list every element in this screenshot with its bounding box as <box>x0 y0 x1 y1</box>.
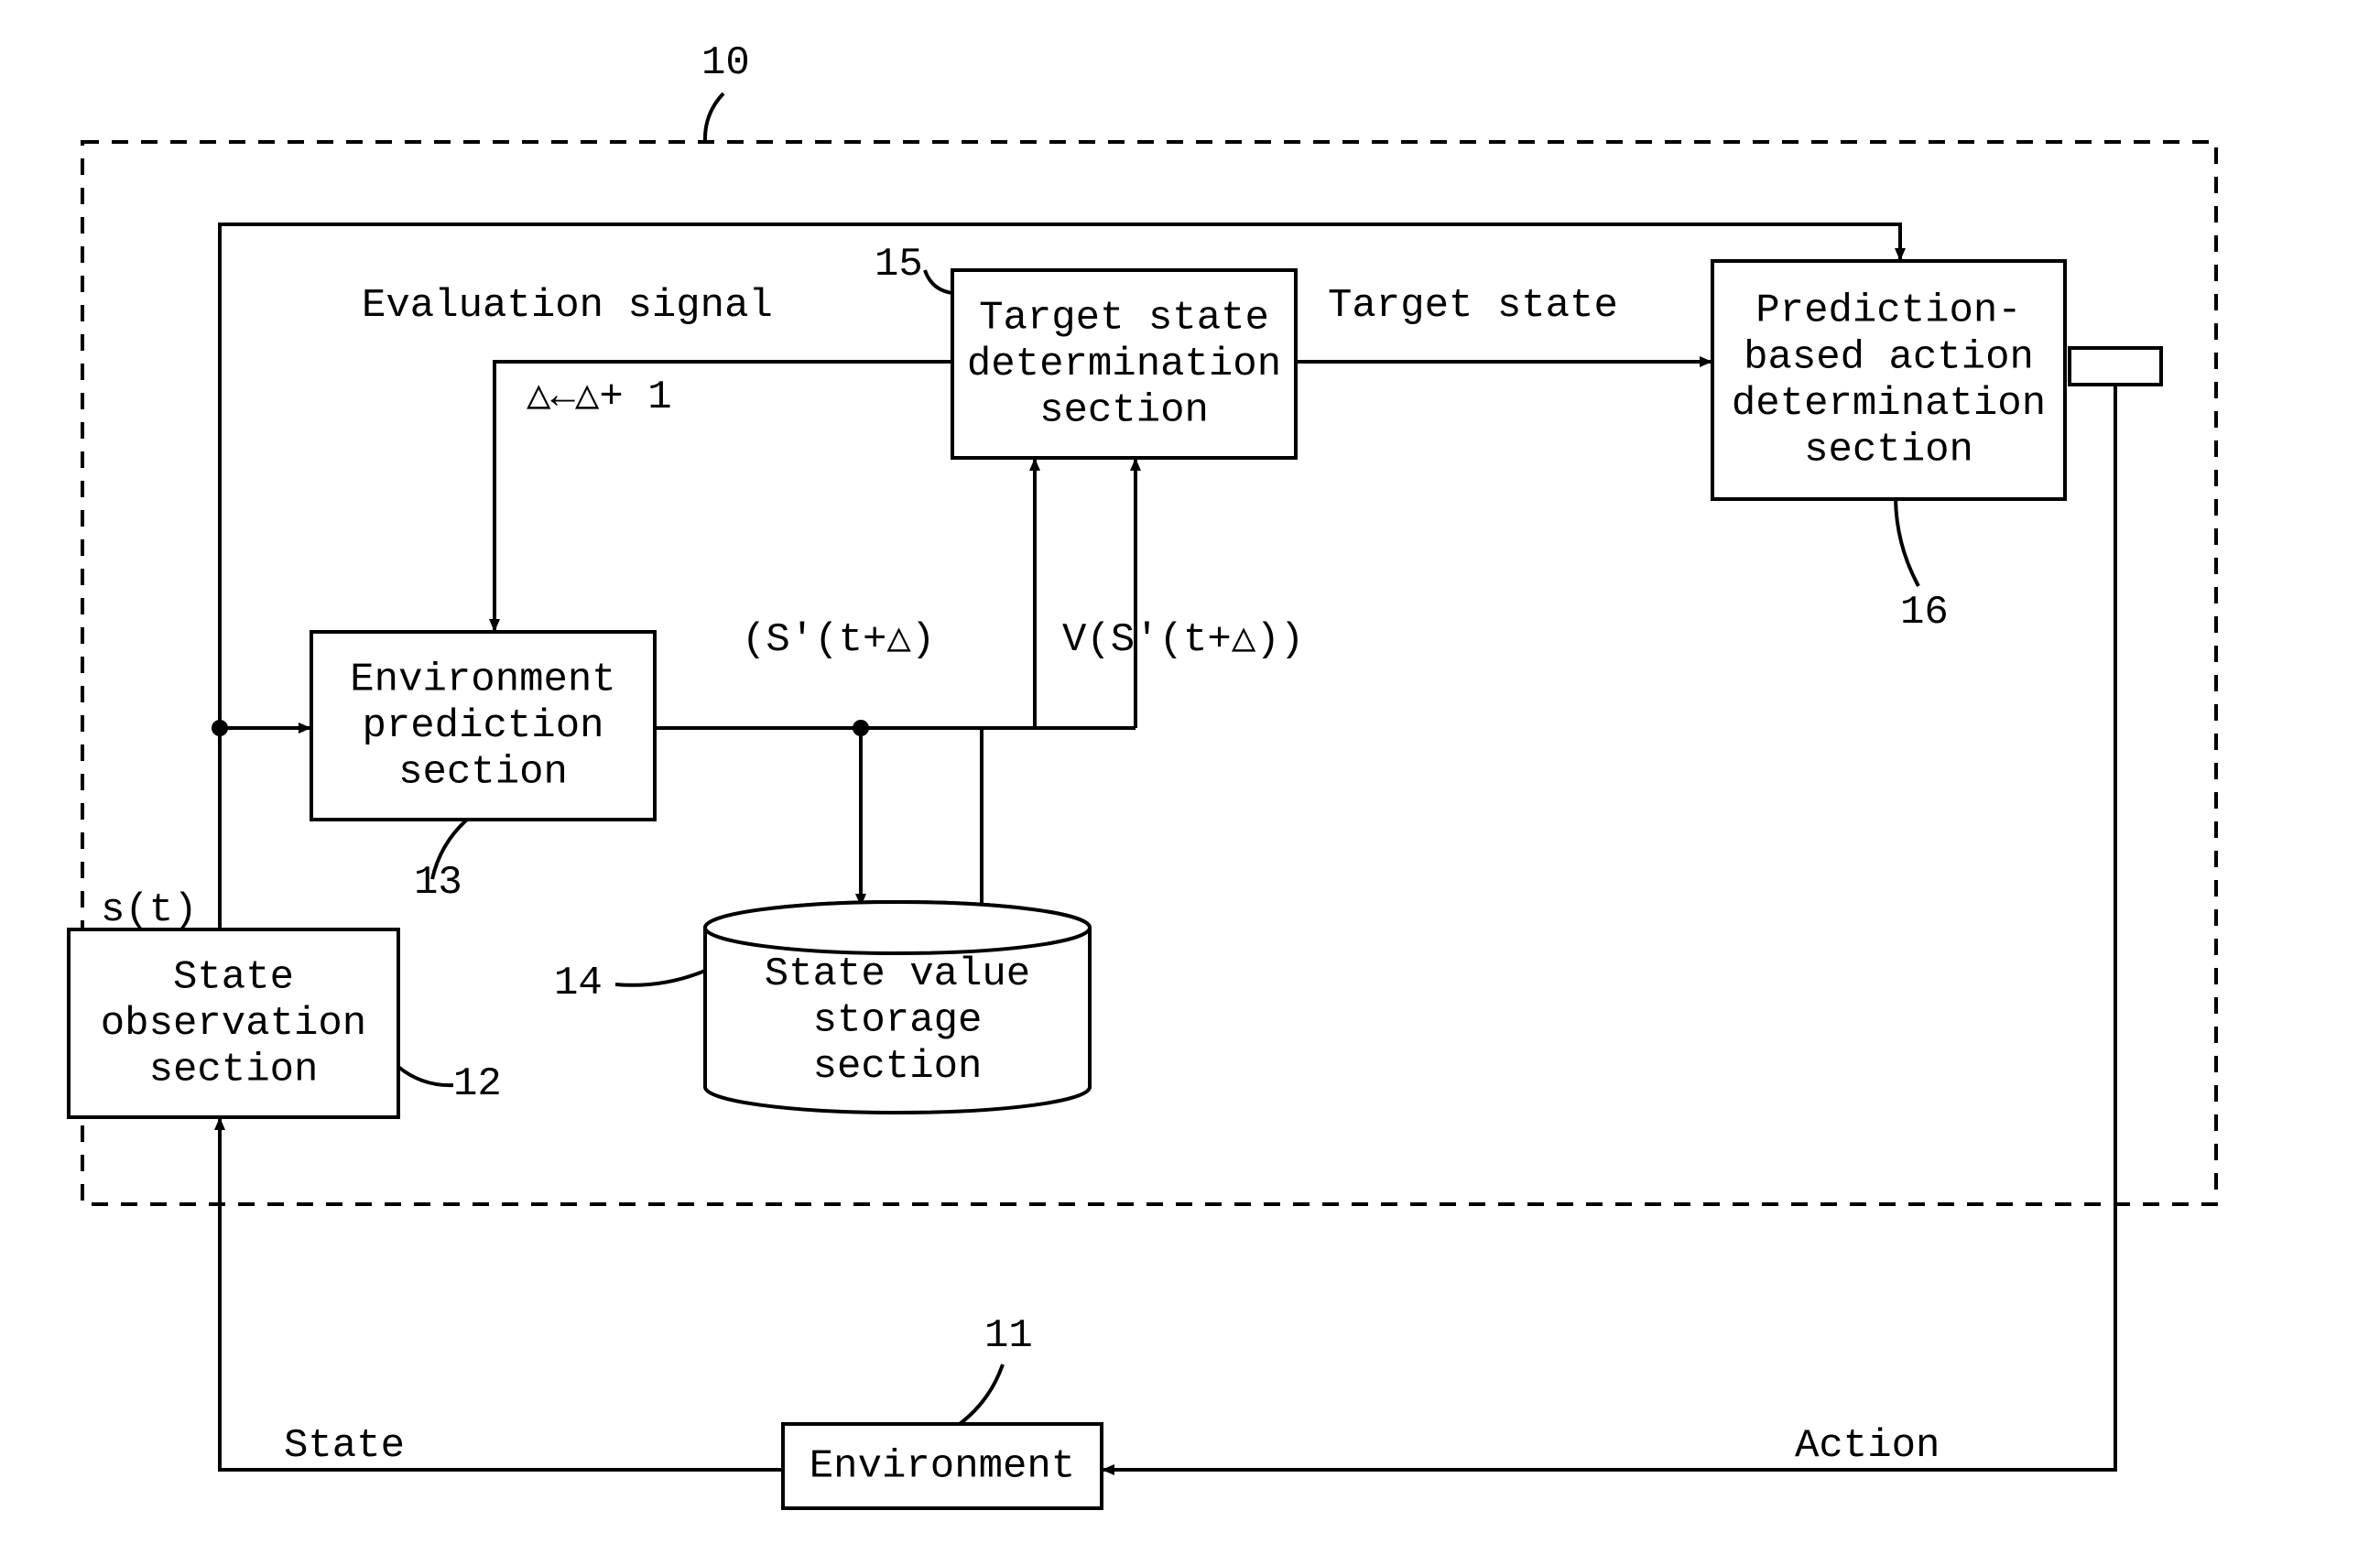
node-label-env_pred-line1: prediction <box>362 703 603 749</box>
label-lbl_delta: △←△+ 1 <box>527 375 672 420</box>
node-label-pred_action-line3: section <box>1804 428 1973 473</box>
lead-line-ll_10 <box>705 93 723 142</box>
node-pred_action: Prediction-based actiondeterminationsect… <box>1712 261 2065 499</box>
node-label-storage-line1: storage <box>813 998 983 1044</box>
node-label-target-line0: Target state <box>979 296 1269 342</box>
node-label-env_pred-line2: section <box>398 750 568 796</box>
node-label-storage-line0: State value <box>765 951 1030 997</box>
label-lbl_v: V(S'(t+△)) <box>1062 617 1304 663</box>
label-lbl_sprime: (S'(t+△) <box>742 617 935 663</box>
label-lbl_14: 14 <box>554 961 603 1006</box>
node-label-target-line2: section <box>1039 388 1209 434</box>
label-lbl_16: 16 <box>1900 590 1949 636</box>
block-diagram: StateobservationsectionEnvironmentpredic… <box>0 0 2380 1565</box>
node-label-target-line1: determination <box>967 342 1281 387</box>
label-lbl_eval: Evaluation signal <box>362 283 773 329</box>
label-lbl_target_state: Target state <box>1328 283 1618 329</box>
edge-pred_action_out-env_right <box>1102 366 2115 1470</box>
node-label-pred_action-line1: based action <box>1744 334 2034 380</box>
lead-line-ll_15 <box>925 270 952 293</box>
lead-line-ll_16 <box>1896 499 1918 586</box>
node-label-env_pred-line0: Environment <box>350 658 615 703</box>
edge-storage_out_start-storage_out_join <box>982 728 1136 907</box>
label-lbl_state: State <box>284 1423 405 1469</box>
connector-node <box>2070 348 2161 385</box>
lead-line-ll_14 <box>615 971 705 985</box>
label-lbl_15: 15 <box>875 242 923 288</box>
lead-line-ll_11 <box>960 1364 1003 1424</box>
node-label-obs-line0: State <box>173 955 294 1001</box>
label-lbl_action: Action <box>1795 1423 1940 1469</box>
node-label-obs-line2: section <box>149 1048 319 1093</box>
node-env_pred: Environmentpredictionsection <box>311 632 655 820</box>
label-lbl_st: s(t) <box>101 887 198 933</box>
node-target: Target statedeterminationsection <box>952 270 1296 458</box>
node-label-pred_action-line2: determination <box>1732 381 2046 427</box>
junction-dot <box>853 720 869 736</box>
node-label-obs-line1: observation <box>101 1001 366 1047</box>
label-lbl_10: 10 <box>701 40 750 86</box>
label-lbl_12: 12 <box>453 1061 502 1107</box>
node-label-env-line0: Environment <box>810 1444 1075 1490</box>
node-obs: Stateobservationsection <box>69 929 398 1117</box>
label-lbl_13: 13 <box>414 860 462 906</box>
edge-env_left-obs_bottom <box>220 1117 783 1470</box>
node-env: Environment <box>783 1424 1102 1508</box>
node-label-pred_action-line0: Prediction- <box>1755 288 2021 334</box>
label-lbl_11: 11 <box>984 1313 1033 1359</box>
junction-dot <box>212 720 228 736</box>
node-storage: State valuestoragesection <box>705 902 1090 1113</box>
node-label-storage-line2: section <box>813 1044 983 1090</box>
lead-line-ll_12 <box>398 1067 453 1085</box>
edge-env_pred_out-target_in1 <box>655 458 1035 728</box>
